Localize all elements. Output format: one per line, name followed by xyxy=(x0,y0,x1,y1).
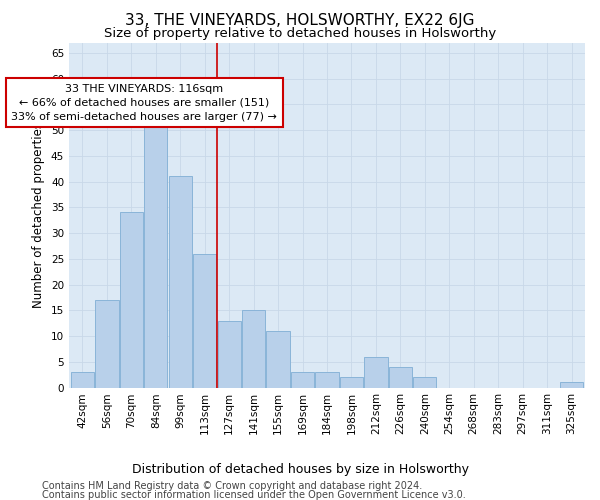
Bar xyxy=(144,114,167,388)
Bar xyxy=(291,372,314,388)
Bar xyxy=(71,372,94,388)
Text: 33 THE VINEYARDS: 116sqm
← 66% of detached houses are smaller (151)
33% of semi-: 33 THE VINEYARDS: 116sqm ← 66% of detach… xyxy=(11,84,277,122)
Text: Size of property relative to detached houses in Holsworthy: Size of property relative to detached ho… xyxy=(104,28,496,40)
Bar xyxy=(242,310,265,388)
Bar xyxy=(364,356,388,388)
Text: 33, THE VINEYARDS, HOLSWORTHY, EX22 6JG: 33, THE VINEYARDS, HOLSWORTHY, EX22 6JG xyxy=(125,12,475,28)
Text: Distribution of detached houses by size in Holsworthy: Distribution of detached houses by size … xyxy=(131,462,469,475)
Bar xyxy=(560,382,583,388)
Bar xyxy=(413,377,436,388)
Text: Contains HM Land Registry data © Crown copyright and database right 2024.: Contains HM Land Registry data © Crown c… xyxy=(42,481,422,491)
Bar xyxy=(120,212,143,388)
Bar xyxy=(193,254,217,388)
Bar xyxy=(169,176,192,388)
Text: Contains public sector information licensed under the Open Government Licence v3: Contains public sector information licen… xyxy=(42,490,466,500)
Bar xyxy=(389,367,412,388)
Bar xyxy=(266,331,290,388)
Bar xyxy=(95,300,119,388)
Bar xyxy=(316,372,338,388)
Bar xyxy=(340,377,363,388)
Y-axis label: Number of detached properties: Number of detached properties xyxy=(32,122,46,308)
Bar xyxy=(218,320,241,388)
